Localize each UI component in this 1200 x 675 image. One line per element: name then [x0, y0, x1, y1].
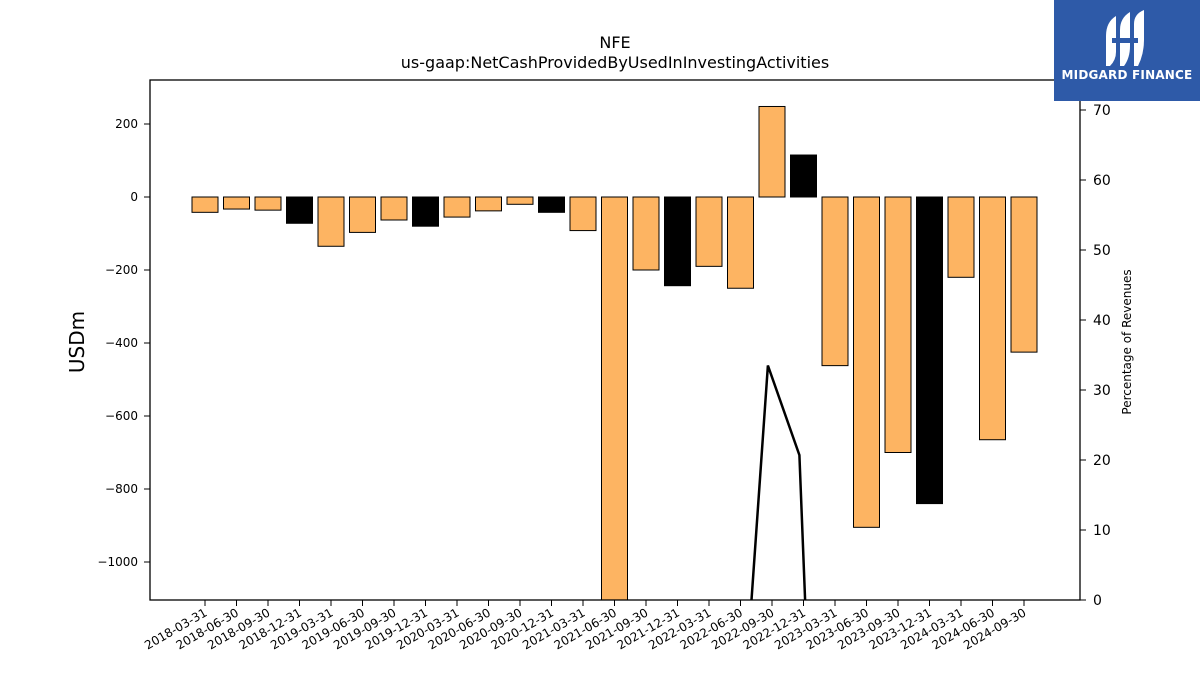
bar-2023-06-30	[853, 196, 880, 528]
bar-2018-06-30	[223, 196, 250, 210]
bar-2018-03-31	[191, 196, 219, 213]
chart-subtitle: us-gaap:NetCashProvidedByUsedInInvesting…	[401, 53, 829, 72]
y2-tick-label: 50	[1093, 243, 1111, 259]
bar-2024-03-31	[947, 196, 975, 278]
y-tick-label: −1000	[97, 555, 138, 569]
bar-2022-12-31	[790, 154, 817, 198]
bar-2021-03-31	[569, 196, 597, 232]
y2-tick-label: 40	[1093, 313, 1111, 329]
y2-tick-label: 10	[1093, 523, 1111, 539]
bar-2024-09-30	[1010, 196, 1038, 353]
bar-2021-12-31	[664, 196, 691, 287]
y2-axis-label: Percentage of Revenues	[1120, 269, 1134, 414]
bar-2023-03-31	[821, 196, 849, 367]
y-tick-label: 200	[115, 117, 138, 131]
y2-tick-label: 20	[1093, 453, 1111, 469]
bar-2021-06-30	[601, 196, 628, 601]
y2-tick-label: 30	[1093, 383, 1111, 399]
percentage-line-group	[750, 365, 807, 601]
y-tick-label: −400	[105, 336, 138, 350]
bar-2023-09-30	[884, 196, 912, 453]
bars-group	[191, 105, 1038, 601]
bar-2021-09-30	[632, 196, 660, 271]
y2-tick-label: 60	[1093, 173, 1111, 189]
y2-tick-label: 0	[1093, 593, 1102, 609]
bar-2023-12-31	[916, 196, 943, 505]
bar-2022-09-30	[758, 105, 786, 198]
bar-2024-06-30	[979, 196, 1006, 441]
y-tick-label: −600	[105, 409, 138, 423]
y-tick-label: −200	[105, 263, 138, 277]
logo: MIDGARD FINANCE	[1054, 0, 1200, 101]
bar-2019-06-30	[349, 196, 376, 233]
bar-2019-03-31	[317, 196, 345, 247]
y2-tick-label: 70	[1093, 103, 1111, 119]
y-tick-label: 0	[130, 190, 138, 204]
y-axis-label: USDm	[65, 311, 89, 373]
bar-2022-06-30	[727, 196, 754, 289]
logo-text: MIDGARD FINANCE	[1061, 68, 1193, 82]
bar-2020-12-31	[538, 196, 565, 213]
bar-2022-03-31	[695, 196, 723, 267]
bar-2020-09-30	[506, 196, 534, 205]
y-tick-label: −800	[105, 482, 138, 496]
bar-2020-06-30	[475, 196, 502, 212]
bar-2020-03-31	[443, 196, 471, 218]
midgard-logo-icon	[1106, 10, 1144, 66]
percentage-line	[750, 365, 807, 601]
bar-2018-12-31	[286, 196, 313, 224]
bar-2019-12-31	[412, 196, 439, 227]
bar-2019-09-30	[380, 196, 408, 221]
bar-2018-09-30	[254, 196, 282, 211]
chart-title: NFE	[599, 33, 630, 52]
